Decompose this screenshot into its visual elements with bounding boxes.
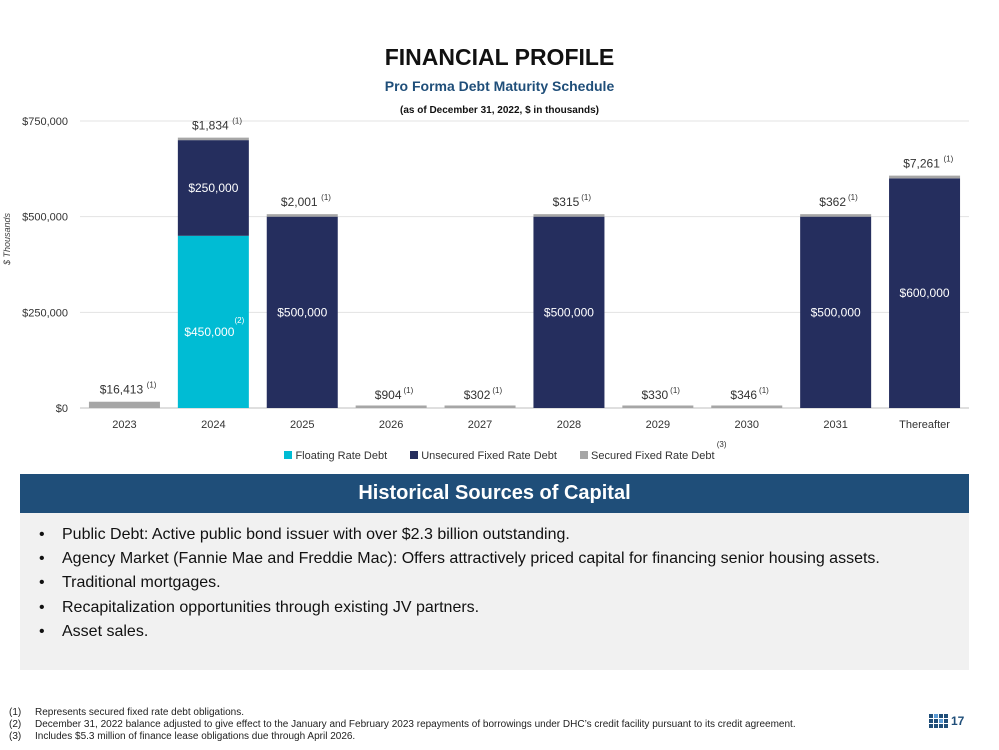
data-label-secured: $330 xyxy=(641,388,668,402)
list-item: Public Debt: Active public bond issuer w… xyxy=(39,523,969,547)
footnote-marker: (1) xyxy=(581,193,591,202)
bar-secured xyxy=(533,214,605,217)
bar-secured xyxy=(622,405,694,408)
data-label-floating: $450,000 xyxy=(184,325,234,339)
page-number-box: 17 xyxy=(929,714,964,728)
footnote: (3) Includes $5.3 million of finance leas… xyxy=(9,731,796,743)
data-label-secured: $2,001 xyxy=(281,195,318,209)
data-label-unsecured: $250,000 xyxy=(188,181,238,195)
legend-unsecured-swatch xyxy=(410,451,419,459)
footnote-marker: (1) xyxy=(232,117,242,126)
x-tick-label: 2023 xyxy=(112,419,136,431)
footnote-marker: (2) xyxy=(234,316,244,325)
list-item: Asset sales. xyxy=(39,620,969,644)
footnote-marker: (1) xyxy=(147,381,157,390)
list-item: Traditional mortgages. xyxy=(39,571,969,595)
data-label-secured: $362 xyxy=(819,195,846,209)
bar-unsecured xyxy=(889,178,961,408)
footnote-text: December 31, 2022 balance adjusted to gi… xyxy=(35,719,796,730)
y-tick-label: $500,000 xyxy=(22,212,68,224)
footnote: (2) December 31, 2022 balance adjusted to… xyxy=(9,719,796,731)
section-banner: Historical Sources of Capital xyxy=(20,474,969,513)
data-label-unsecured: $500,000 xyxy=(811,305,861,319)
legend-floating-label: Floating Rate Debt xyxy=(295,450,388,462)
legend-secured-footnote: (3) xyxy=(716,440,727,449)
list-item: Agency Market (Fannie Mae and Freddie Ma… xyxy=(39,547,969,571)
footnote-text: Includes $5.3 million of finance lease o… xyxy=(35,731,356,742)
bar-secured xyxy=(444,405,516,408)
company-logo-icon xyxy=(929,714,948,728)
footnote-marker: (1) xyxy=(848,193,858,202)
bar-secured xyxy=(711,405,783,408)
bar-unsecured xyxy=(266,216,338,408)
footnote-number: (2) xyxy=(9,719,22,730)
y-tick-label: $250,000 xyxy=(22,307,68,319)
bar-secured xyxy=(355,405,427,408)
legend-secured-swatch xyxy=(580,451,589,459)
x-tick-label: 2024 xyxy=(201,419,225,431)
footnote-marker: (1) xyxy=(321,193,331,202)
data-label-secured: $7,261 xyxy=(903,157,940,171)
chart-legend: Floating Rate Debt Unsecured Fixed Rate … xyxy=(0,440,999,462)
bar-unsecured xyxy=(800,216,872,408)
y-axis-title: $ Thousands xyxy=(2,212,12,265)
capital-sources-list: Public Debt: Active public bond issuer w… xyxy=(20,513,969,644)
chart-note: (as of December 31, 2022, $ in thousands… xyxy=(400,105,599,116)
data-label-secured: $315 xyxy=(553,195,580,209)
x-tick-label: 2025 xyxy=(290,419,314,431)
capital-sources-panel: Public Debt: Active public bond issuer w… xyxy=(20,513,969,670)
footnote-marker: (1) xyxy=(492,386,502,395)
footnote-marker: (1) xyxy=(943,155,953,164)
x-tick-label: Thereafter xyxy=(899,419,950,431)
footnote: (1) Represents secured fixed rate debt ob… xyxy=(9,707,796,719)
x-tick-label: 2028 xyxy=(557,419,581,431)
y-tick-label: $0 xyxy=(56,403,68,415)
data-label-secured: $1,834 xyxy=(192,119,229,133)
data-label-secured: $904 xyxy=(375,388,402,402)
footnote-number: (3) xyxy=(9,731,22,742)
bar-floating xyxy=(177,235,249,408)
data-label-unsecured: $600,000 xyxy=(900,286,950,300)
legend-unsecured-label: Unsecured Fixed Rate Debt xyxy=(421,450,557,462)
legend-secured-label: Secured Fixed Rate Debt xyxy=(591,450,715,462)
bar-secured xyxy=(266,214,338,217)
x-tick-label: 2026 xyxy=(379,419,403,431)
data-label-secured: $346 xyxy=(730,388,757,402)
legend-floating: Floating Rate Debt xyxy=(284,450,387,462)
x-tick-label: 2031 xyxy=(823,419,847,431)
data-label-unsecured: $500,000 xyxy=(544,305,594,319)
bar-secured xyxy=(889,175,961,179)
x-tick-label: 2030 xyxy=(735,419,759,431)
footnote-marker: (1) xyxy=(759,386,769,395)
bar-secured xyxy=(800,214,872,217)
bar-unsecured xyxy=(177,140,249,236)
legend-floating-swatch xyxy=(284,451,293,459)
footnote-marker: (1) xyxy=(670,386,680,395)
y-tick-label: $750,000 xyxy=(22,116,68,128)
data-label-unsecured: $500,000 xyxy=(277,305,327,319)
bar-secured xyxy=(88,401,160,408)
footnote-number: (1) xyxy=(9,707,22,718)
x-tick-label: 2029 xyxy=(646,419,670,431)
footnote-marker: (1) xyxy=(403,386,413,395)
bar-unsecured xyxy=(533,216,605,408)
chart-subtitle: Pro Forma Debt Maturity Schedule xyxy=(384,78,615,94)
footnote-text: Represents secured fixed rate debt oblig… xyxy=(35,707,245,718)
list-item: Recapitalization opportunities through e… xyxy=(39,596,969,620)
data-label-secured: $16,413 xyxy=(100,383,144,397)
legend-secured: Secured Fixed Rate Debt (3) xyxy=(580,440,727,462)
legend-unsecured: Unsecured Fixed Rate Debt xyxy=(410,450,557,462)
page-title: FINANCIAL PROFILE xyxy=(384,44,615,70)
footnotes: (1) Represents secured fixed rate debt ob… xyxy=(9,707,796,743)
data-label-secured: $302 xyxy=(464,388,491,402)
page-number: 17 xyxy=(951,714,965,728)
bar-secured xyxy=(177,137,249,141)
x-tick-label: 2027 xyxy=(468,419,492,431)
